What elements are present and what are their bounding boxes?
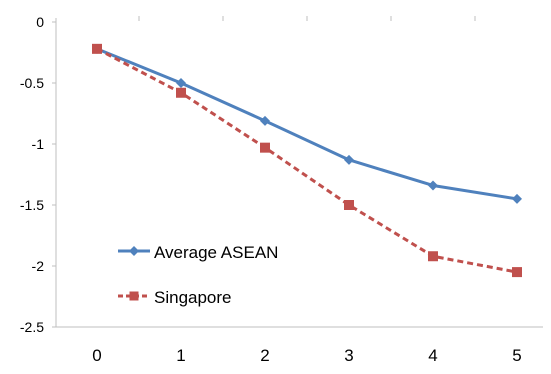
- y-tick-label: -2: [32, 258, 45, 274]
- legend-marker-singapore: [129, 291, 139, 301]
- data-point-singapore: [176, 87, 186, 98]
- y-tick-label: -2.5: [20, 319, 44, 335]
- legend-entry-singapore: Singapore: [118, 288, 232, 307]
- data-point-singapore: [92, 43, 102, 54]
- axes: 0 -0.5 -1 -1.5 -2 -2.5 0 1 2 3 4 5: [20, 14, 543, 365]
- data-point-average-asean: [176, 78, 186, 88]
- y-tick-label: -1: [32, 136, 45, 152]
- x-tick-label: 0: [92, 346, 101, 365]
- legend-label-singapore: Singapore: [154, 288, 232, 307]
- series-layer: [92, 43, 522, 278]
- data-point-singapore: [260, 142, 270, 153]
- x-tick-label: 2: [260, 346, 269, 365]
- x-tick-label: 5: [512, 346, 521, 365]
- series-line-average-asean: [96, 47, 518, 201]
- data-point-singapore: [512, 267, 522, 278]
- legend-label-average-asean: Average ASEAN: [154, 243, 278, 262]
- y-tick-label: -0.5: [20, 75, 44, 91]
- data-point-singapore: [428, 251, 438, 262]
- series-line-singapore: [96, 47, 518, 274]
- data-point-average-asean: [344, 154, 354, 165]
- data-point-average-asean: [428, 180, 438, 191]
- series-average-asean: [92, 43, 522, 204]
- x-tick-label: 1: [176, 346, 185, 365]
- x-tick-label: 4: [428, 346, 437, 365]
- data-point-average-asean: [260, 115, 270, 126]
- legend: Average ASEAN Singapore: [118, 243, 278, 307]
- legend-marker-average-asean: [129, 246, 139, 256]
- legend-entry-average-asean: Average ASEAN: [118, 243, 278, 262]
- data-point-average-asean: [512, 193, 522, 204]
- x-tick-label: 3: [344, 346, 353, 365]
- data-point-singapore: [344, 200, 354, 210]
- y-tick-label: 0: [36, 14, 44, 30]
- series-singapore: [92, 43, 522, 278]
- y-tick-label: -1.5: [20, 197, 44, 213]
